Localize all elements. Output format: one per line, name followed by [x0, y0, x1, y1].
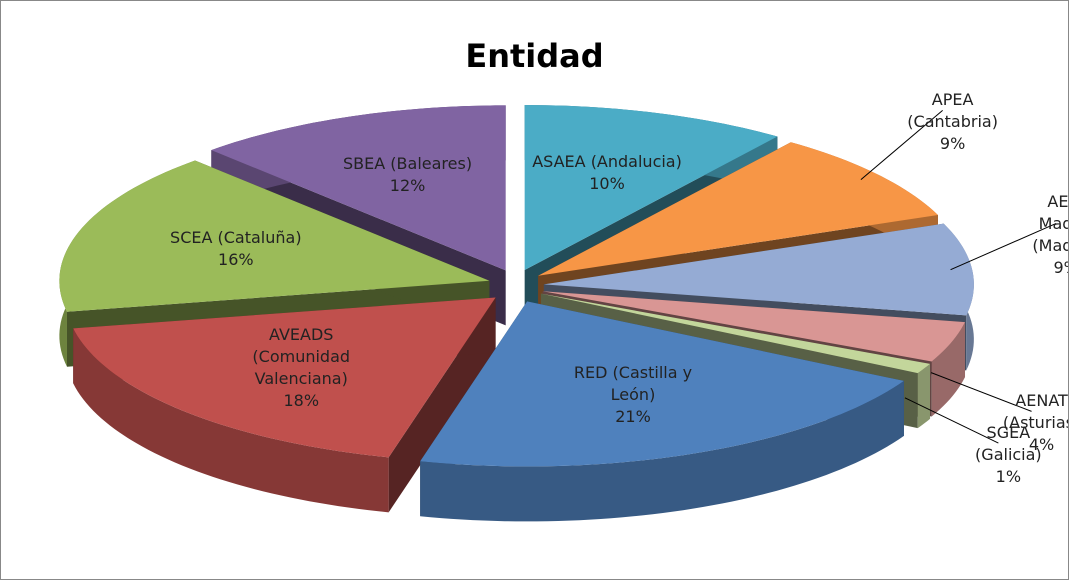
label-value: 12%: [389, 176, 426, 196]
data-label: AVEADS (Comunidad Valenciana) 18%: [226, 324, 376, 412]
slice: [542, 291, 966, 362]
label-name: SBEA (Baleares): [343, 154, 473, 174]
slice-side: [73, 328, 389, 513]
label-value: 1%: [995, 467, 1022, 486]
slice-side: [931, 322, 966, 417]
leader-line: [904, 397, 999, 444]
label-name: SGEA (Galicia): [975, 423, 1042, 464]
data-label: AEA-Madrid (Madrid)9%: [1032, 191, 1069, 279]
label-name: SCEA (Cataluña): [170, 228, 302, 248]
leader-line: [950, 223, 1057, 271]
data-label: SCEA (Cataluña) 16%: [170, 227, 302, 271]
slice: [540, 293, 931, 374]
slice: [420, 301, 904, 467]
label-name: AENAT (Asturias): [1002, 391, 1068, 433]
label-value: 9%: [1053, 258, 1068, 278]
data-label: SGEA (Galicia) 1%: [975, 422, 1042, 488]
label-name: AVEADS (Comunidad Valenciana): [252, 324, 351, 388]
data-label: RED (Castilla y León) 21%: [558, 362, 708, 428]
label-name: APEA (Cantabria): [907, 90, 998, 132]
data-label: ASAEA (Andalucia) 10%: [532, 151, 682, 195]
label-value: 18%: [283, 390, 320, 410]
label-value: 21%: [615, 407, 651, 427]
chart-title: Entidad: [465, 37, 604, 75]
slice: [543, 223, 974, 316]
label-name: ASAEA (Andalucia): [532, 151, 682, 171]
slice: [59, 160, 490, 312]
data-label: AENAT (Asturias)4%: [1002, 390, 1068, 456]
slice: [211, 105, 506, 271]
data-label: APEA (Cantabria) 9%: [895, 89, 1010, 155]
label-value: 4%: [1028, 435, 1055, 455]
label-value: 16%: [218, 250, 254, 270]
leader-line: [860, 109, 943, 181]
label-value: 10%: [589, 173, 625, 193]
label-value: 9%: [939, 134, 966, 154]
slice: [73, 297, 496, 458]
slice: [524, 105, 778, 271]
label-name: AEA-Madrid (Madrid): [1032, 192, 1069, 256]
slice-side: [420, 380, 904, 522]
leader-line: [930, 372, 1032, 412]
data-label: SBEA (Baleares) 12%: [343, 153, 472, 197]
slice-side: [917, 363, 931, 429]
label-name: RED (Castilla y León): [573, 363, 693, 405]
slice: [538, 142, 938, 276]
